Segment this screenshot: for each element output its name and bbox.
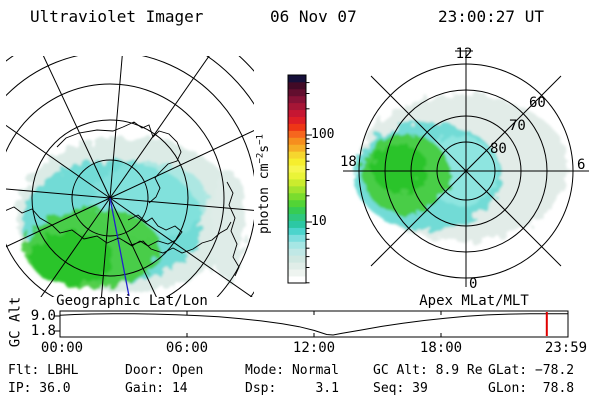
status-seq: Seq: 39	[373, 381, 428, 396]
status-dsp: Dsp: 3.1	[245, 381, 339, 396]
xtick-0000: 00:00	[40, 340, 84, 356]
mlt-6-label: 6	[577, 157, 586, 173]
mlt-0-label: 0	[469, 276, 478, 292]
status-glon: GLon: 78.8	[488, 381, 575, 396]
status-gain: Gain: 14	[125, 381, 188, 396]
timeline-ylabel: GC Alt	[7, 296, 24, 348]
date-label: 06 Nov 07	[270, 7, 357, 26]
geographic-plot	[6, 56, 254, 297]
unit-sup-1: −1	[255, 134, 266, 145]
altitude-curve	[59, 313, 568, 336]
colorbar-gradient	[288, 75, 306, 284]
unit-text: photon cm	[256, 163, 272, 234]
app-title: Ultraviolet Imager	[30, 7, 204, 26]
uv-emission-blob-geo	[16, 137, 245, 293]
colorbar-tick-10: 10	[311, 214, 327, 229]
blue-meridian-line	[109, 197, 130, 297]
status-gc-alt: GC Alt: 8.9 Re	[373, 363, 483, 378]
unit-sup-2: −2	[255, 152, 266, 164]
status-mode: Mode: Normal	[245, 363, 339, 378]
apex-plot-caption: Apex MLat/MLT	[419, 293, 529, 309]
mlat-80-label: 80	[490, 141, 507, 157]
colorbar-frame	[287, 74, 307, 284]
mlt-12-label: 12	[455, 46, 473, 62]
xtick-1200: 12:00	[292, 340, 336, 356]
status-glat: GLat: −78.2	[488, 363, 575, 378]
timeline-tickmarks	[54, 311, 442, 337]
xtick-2359: 23:59	[544, 340, 588, 356]
mlt-18-label: 18	[340, 154, 357, 170]
uv-emission-blob-apex	[354, 94, 569, 242]
geo-grid	[6, 56, 254, 297]
colorbar-unit-label: photon cm−2s−1	[255, 134, 272, 234]
status-flt: Flt: LBHL	[8, 363, 79, 378]
antarctica-coastline	[6, 121, 240, 277]
geographic-plot-caption: Geographic Lat/Lon	[56, 293, 208, 309]
status-door: Door: Open	[125, 363, 204, 378]
apex-plot	[343, 50, 589, 287]
mlat-70-label: 70	[509, 118, 526, 134]
ytick-1-8: 1.8	[30, 323, 56, 339]
xtick-0600: 06:00	[165, 340, 209, 356]
mlat-60-label: 60	[529, 95, 546, 111]
status-ip: IP: 36.0	[8, 381, 71, 396]
xtick-1800: 18:00	[419, 340, 463, 356]
unit-text-s: s	[256, 144, 272, 153]
colorbar-tickmarks	[306, 82, 312, 284]
apex-grid	[343, 50, 589, 287]
colorbar-tick-100: 100	[311, 127, 335, 142]
time-label: 23:00:27 UT	[438, 7, 544, 26]
ytick-9: 9.0	[30, 308, 56, 324]
